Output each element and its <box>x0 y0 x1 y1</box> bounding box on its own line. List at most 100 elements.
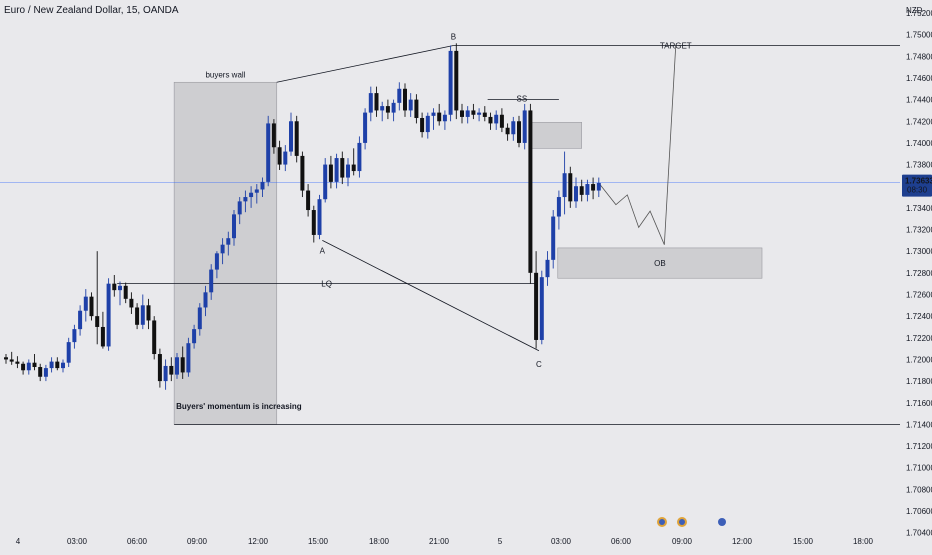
candle-body[interactable] <box>311 210 316 235</box>
candle-body[interactable] <box>380 106 385 111</box>
ob-zone[interactable] <box>557 247 763 279</box>
candle-body[interactable] <box>61 362 65 369</box>
trend-line-a-to-c[interactable] <box>322 239 540 352</box>
candle-body[interactable] <box>494 114 499 124</box>
candle-body[interactable] <box>328 164 333 182</box>
candle-body[interactable] <box>363 112 368 143</box>
candle-body[interactable] <box>551 216 556 260</box>
candle-body[interactable] <box>334 158 339 182</box>
candle-body[interactable] <box>140 305 145 325</box>
candle-body[interactable] <box>38 367 43 377</box>
candle-body[interactable] <box>95 316 100 327</box>
candle-body[interactable] <box>254 189 259 193</box>
candle-body[interactable] <box>351 164 356 172</box>
candle-body[interactable] <box>152 320 157 355</box>
candle-body[interactable] <box>135 307 140 325</box>
candle-body[interactable] <box>180 357 185 373</box>
candle-body[interactable] <box>574 186 578 202</box>
time-axis[interactable]: 4 03:00 06:00 09:00 12:00 15:00 18:00 21:00 5 03:… <box>16 537 874 546</box>
candle-body[interactable] <box>112 283 117 291</box>
candle-body[interactable] <box>425 115 430 133</box>
price-axis[interactable]: 1.75200 1.75000 1.74800 1.74600 1.74400 1.742… <box>906 9 932 538</box>
candle-body[interactable] <box>568 173 573 202</box>
candle-body[interactable] <box>21 363 26 371</box>
candle-body[interactable] <box>243 197 248 202</box>
candle-body[interactable] <box>163 365 168 382</box>
candle-body[interactable] <box>442 114 447 122</box>
candle-body[interactable] <box>477 112 482 115</box>
ss-supply-zone[interactable] <box>530 122 583 149</box>
candle-body[interactable] <box>585 184 590 195</box>
candle-body[interactable] <box>408 99 413 111</box>
candle-body[interactable] <box>157 354 162 382</box>
candle-body[interactable] <box>26 362 31 371</box>
economic-events[interactable] <box>657 517 726 527</box>
candle-body[interactable] <box>414 99 419 119</box>
candle-body[interactable] <box>4 357 8 360</box>
candle-body[interactable] <box>123 285 128 299</box>
candle-body[interactable] <box>340 158 345 178</box>
candle-body[interactable] <box>83 296 88 311</box>
candle-body[interactable] <box>89 296 94 317</box>
candle-body[interactable] <box>591 184 596 191</box>
candle-body[interactable] <box>511 121 516 135</box>
candle-body[interactable] <box>106 283 111 347</box>
candle-body[interactable] <box>465 110 470 117</box>
candle-body[interactable] <box>420 118 425 133</box>
candle-body[interactable] <box>214 253 219 270</box>
candle-body[interactable] <box>220 244 225 254</box>
candle-body[interactable] <box>385 106 390 113</box>
candle-body[interactable] <box>505 127 510 135</box>
candle-body[interactable] <box>397 88 402 103</box>
candle-body[interactable] <box>499 114 504 128</box>
candle-body[interactable] <box>283 151 288 165</box>
candle-body[interactable] <box>232 214 236 239</box>
candle-body[interactable] <box>175 357 179 375</box>
candle-body[interactable] <box>43 368 48 377</box>
candle-body[interactable] <box>368 93 373 113</box>
candle-body[interactable] <box>289 121 293 152</box>
candle-body[interactable] <box>522 110 527 143</box>
candle-body[interactable] <box>454 50 459 111</box>
candle-body[interactable] <box>482 112 487 117</box>
buyers-wall-zone[interactable] <box>173 81 278 425</box>
candle-body[interactable] <box>277 147 282 165</box>
candle-body[interactable] <box>517 121 521 143</box>
candle-body[interactable] <box>539 277 544 340</box>
event-marker[interactable] <box>718 518 726 526</box>
candle-body[interactable] <box>306 190 311 211</box>
candle-body[interactable] <box>528 110 533 273</box>
candle-body[interactable] <box>15 361 20 364</box>
candle-body[interactable] <box>55 361 60 369</box>
candle-body[interactable] <box>129 298 134 308</box>
candle-body[interactable] <box>271 123 276 148</box>
candle-body[interactable] <box>9 359 14 362</box>
candle-body[interactable] <box>237 201 242 215</box>
candle-body[interactable] <box>448 50 453 115</box>
candle-body[interactable] <box>249 192 254 198</box>
candle-body[interactable] <box>437 112 442 122</box>
candle-body[interactable] <box>192 329 197 344</box>
candle-body[interactable] <box>49 361 54 369</box>
candle-body[interactable] <box>556 197 561 217</box>
candle-body[interactable] <box>118 285 122 291</box>
candle-body[interactable] <box>596 182 601 191</box>
candle-body[interactable] <box>146 305 151 321</box>
candle-body[interactable] <box>431 112 436 116</box>
candle-body[interactable] <box>545 259 550 278</box>
candle-body[interactable] <box>266 123 271 182</box>
projection-path[interactable] <box>598 45 677 245</box>
candle-body[interactable] <box>403 88 407 111</box>
candle-body[interactable] <box>346 164 350 178</box>
candle-body[interactable] <box>226 238 231 245</box>
candle-body[interactable] <box>294 121 299 156</box>
candle-body[interactable] <box>579 186 584 195</box>
candle-body[interactable] <box>72 329 77 343</box>
candle-body[interactable] <box>323 164 328 200</box>
candle-body[interactable] <box>471 110 476 115</box>
candle-body[interactable] <box>32 362 37 368</box>
trend-line-wall-to-b[interactable] <box>276 45 454 83</box>
candle-body[interactable] <box>186 343 191 373</box>
